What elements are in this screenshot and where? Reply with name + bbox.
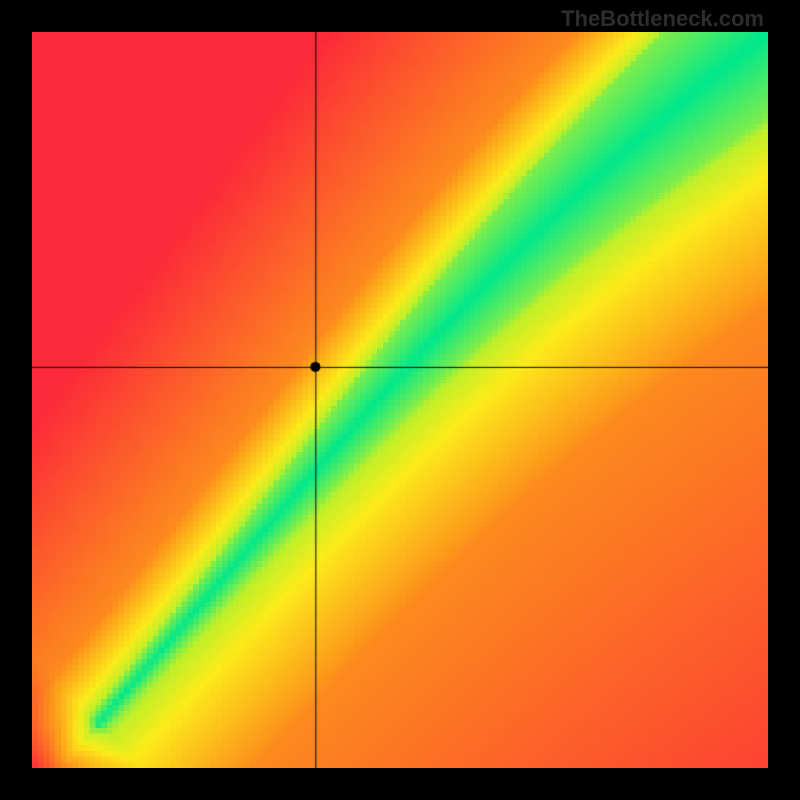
bottleneck-heatmap [32, 32, 768, 768]
chart-container: TheBottleneck.com [0, 0, 800, 800]
watermark-text: TheBottleneck.com [561, 6, 764, 32]
